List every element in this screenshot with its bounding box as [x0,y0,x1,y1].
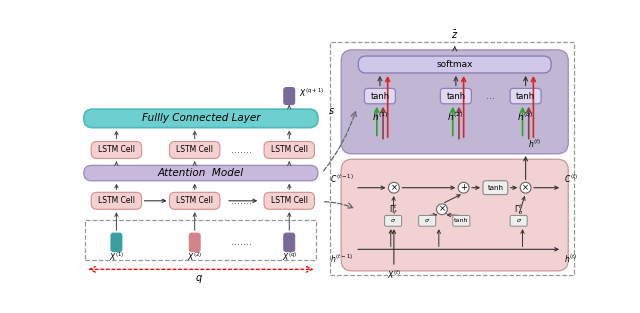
FancyBboxPatch shape [111,233,122,252]
Text: $q$: $q$ [195,273,203,285]
Text: tanh: tanh [446,92,465,100]
FancyBboxPatch shape [84,109,318,128]
FancyBboxPatch shape [284,233,294,252]
FancyBboxPatch shape [264,141,314,158]
Circle shape [388,182,399,193]
FancyBboxPatch shape [264,192,314,209]
Text: $X^{(2)}$: $X^{(2)}$ [187,251,202,263]
Text: $h^{(t)}$: $h^{(t)}$ [564,252,577,265]
Text: +: + [460,183,467,192]
Text: LSTM Cell: LSTM Cell [271,146,308,155]
Bar [330,42,573,275]
FancyBboxPatch shape [510,88,541,104]
Text: $s$: $s$ [328,106,335,116]
FancyBboxPatch shape [341,50,568,154]
Text: ...: ... [486,91,495,101]
Text: $\bar{z}$: $\bar{z}$ [451,29,458,41]
Text: ×: × [390,183,397,192]
Text: .......: ....... [232,237,252,247]
FancyBboxPatch shape [92,141,141,158]
FancyBboxPatch shape [92,192,141,209]
Text: ×: × [438,205,445,214]
Text: softmax: softmax [436,60,473,69]
Text: .......: ....... [232,145,252,155]
FancyBboxPatch shape [510,215,527,226]
FancyBboxPatch shape [452,215,470,226]
Text: Attention  Model: Attention Model [158,168,244,178]
Text: $X^{(q)}$: $X^{(q)}$ [282,251,297,263]
FancyBboxPatch shape [385,215,402,226]
FancyBboxPatch shape [440,88,472,104]
Text: LSTM Cell: LSTM Cell [271,196,308,205]
Text: LSTM Cell: LSTM Cell [98,196,135,205]
FancyBboxPatch shape [419,215,436,226]
Text: $X^{(q+1)}$: $X^{(q+1)}$ [298,87,324,99]
FancyBboxPatch shape [189,233,200,252]
Circle shape [436,204,447,215]
Text: $C^{(t-1)}$: $C^{(t-1)}$ [330,172,353,185]
Text: $h^{(2)}$: $h^{(2)}$ [447,111,464,123]
FancyBboxPatch shape [284,88,294,105]
FancyBboxPatch shape [364,88,396,104]
Text: tanh: tanh [454,218,468,223]
Text: LSTM Cell: LSTM Cell [176,196,213,205]
FancyBboxPatch shape [170,141,220,158]
FancyBboxPatch shape [358,56,551,73]
Text: tanh: tanh [516,92,535,100]
Text: LSTM Cell: LSTM Cell [176,146,213,155]
Text: $\sigma$: $\sigma$ [390,217,396,224]
Text: $\Gamma_o^t$: $\Gamma_o^t$ [514,202,524,217]
FancyBboxPatch shape [84,165,318,181]
Bar [85,220,316,260]
Text: $C^{(t)}$: $C^{(t)}$ [564,172,577,185]
Text: $\Gamma_f^t$: $\Gamma_f^t$ [388,202,397,217]
Text: .......: ....... [232,196,252,206]
FancyBboxPatch shape [341,159,568,271]
Text: $h^{(t-1)}$: $h^{(t-1)}$ [330,252,353,265]
Text: $h^{(t)}$: $h^{(t)}$ [528,138,541,150]
Text: $\sigma$: $\sigma$ [516,217,522,224]
Text: $\sigma$: $\sigma$ [424,217,430,224]
FancyBboxPatch shape [170,192,220,209]
Text: $\Gamma_u^t$: $\Gamma_u^t$ [440,202,449,217]
Text: ×: × [522,183,529,192]
Text: $h^{(q)}$: $h^{(q)}$ [517,111,534,123]
FancyBboxPatch shape [483,181,508,195]
Text: tanh: tanh [371,92,390,100]
Text: $h^{(1)}$: $h^{(1)}$ [371,111,388,123]
Text: $X^{(1)}$: $X^{(1)}$ [109,251,124,263]
Text: tanh: tanh [488,185,504,191]
Text: LSTM Cell: LSTM Cell [98,146,135,155]
Text: $X^{(t)}$: $X^{(t)}$ [387,269,401,281]
Circle shape [458,182,469,193]
Circle shape [520,182,531,193]
Text: Fullly Connected Layer: Fullly Connected Layer [141,113,260,123]
